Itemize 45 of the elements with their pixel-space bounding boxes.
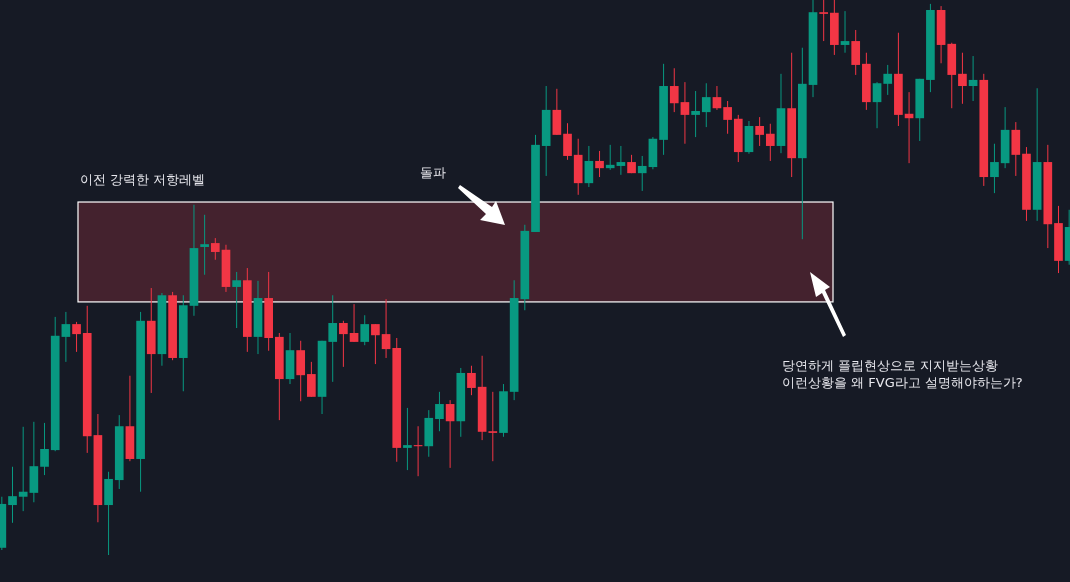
candlestick bbox=[958, 52, 967, 105]
candlestick bbox=[61, 311, 71, 363]
candlestick bbox=[403, 407, 412, 471]
candlestick bbox=[765, 123, 775, 162]
candlestick bbox=[723, 100, 732, 135]
candlestick bbox=[40, 422, 49, 476]
annotation: 당연하게 플립현상으로 지지받는상황 이런상황을 왜 FVG라고 설명해야하는가? bbox=[782, 358, 1023, 390]
candlestick bbox=[371, 323, 380, 365]
candlestick bbox=[360, 314, 370, 346]
candlestick bbox=[712, 85, 722, 111]
candlestick bbox=[968, 55, 978, 102]
candlestick bbox=[669, 67, 679, 113]
band-label: 이전 강력한 저항레벨 bbox=[80, 172, 206, 188]
candlestick bbox=[595, 150, 604, 178]
candlestick bbox=[435, 391, 444, 432]
candlestick bbox=[445, 399, 455, 469]
candlestick bbox=[883, 64, 893, 96]
candlestick bbox=[72, 321, 81, 353]
candlestick bbox=[349, 303, 359, 343]
candlestick bbox=[8, 466, 17, 524]
candlestick bbox=[307, 361, 316, 398]
candlestick bbox=[851, 29, 861, 76]
candlestick bbox=[488, 391, 498, 462]
candlestick bbox=[18, 426, 28, 512]
candlestick bbox=[210, 237, 220, 261]
candlestick bbox=[840, 10, 850, 54]
candlestick bbox=[381, 298, 391, 359]
candlestick bbox=[990, 143, 999, 194]
candlestick bbox=[232, 271, 241, 329]
candlestick bbox=[328, 294, 338, 383]
candlestick bbox=[755, 116, 764, 147]
candlestick bbox=[563, 122, 572, 161]
candlestick bbox=[701, 82, 711, 128]
candlestick bbox=[605, 144, 615, 171]
candlestick bbox=[616, 145, 626, 176]
candlestick bbox=[584, 145, 594, 188]
candlestick bbox=[680, 81, 690, 145]
candlestick bbox=[200, 214, 209, 276]
candlestick bbox=[637, 155, 647, 192]
candlestick bbox=[872, 81, 882, 129]
candlestick bbox=[691, 90, 700, 138]
candlestick bbox=[467, 365, 476, 396]
candlestick bbox=[819, 0, 829, 42]
candlestick bbox=[339, 320, 348, 368]
annotation: 돌파 bbox=[420, 165, 446, 180]
